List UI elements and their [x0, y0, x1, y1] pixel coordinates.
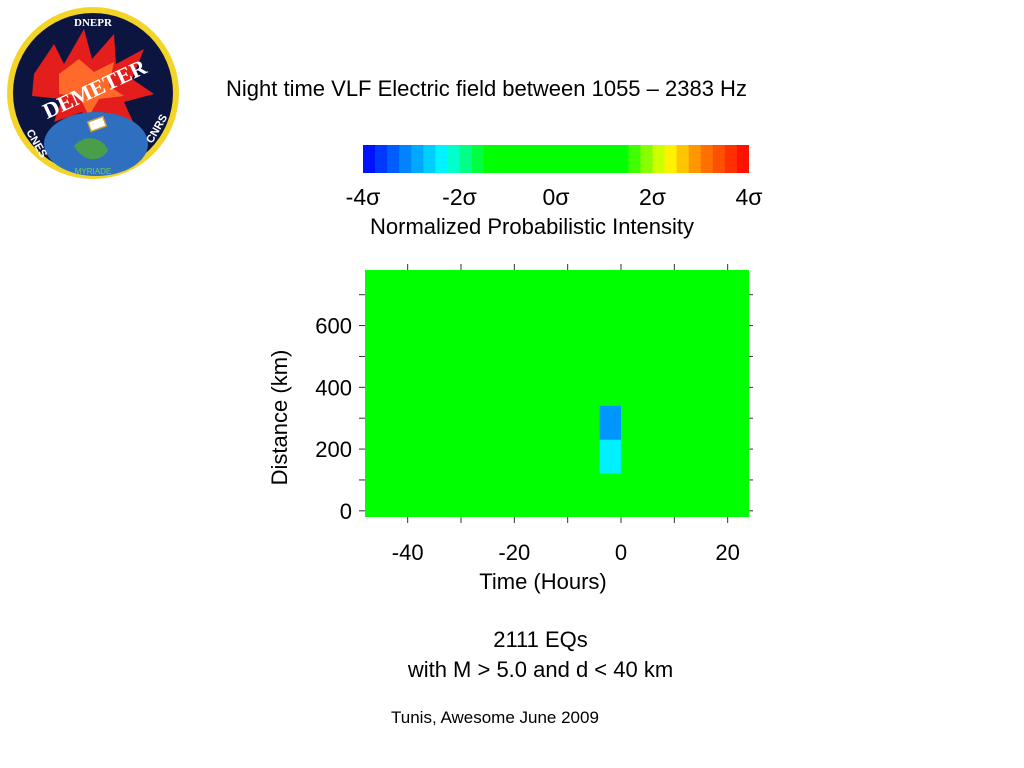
colorbar-segment — [483, 145, 497, 173]
colorbar-segment — [459, 145, 473, 173]
colorbar-segment — [664, 145, 678, 173]
heatmap-cell — [599, 439, 621, 474]
colorbar-segment — [363, 145, 376, 173]
colorbar-segment — [471, 145, 485, 173]
y-axis-label: Distance (km) — [267, 350, 292, 486]
x-axis-label: Time (Hours) — [479, 569, 607, 594]
page-title: Night time VLF Electric field between 10… — [226, 76, 747, 101]
colorbar-segment — [724, 145, 738, 173]
colorbar-segment — [387, 145, 400, 173]
colorbar-segment — [543, 145, 557, 173]
colorbar-tick-label: 0σ — [542, 184, 570, 210]
colorbar-segment — [688, 145, 702, 173]
colorbar-segment — [435, 145, 448, 173]
colorbar-segment — [604, 145, 617, 173]
colorbar — [363, 145, 750, 173]
colorbar-tick-label: -4σ — [345, 184, 381, 210]
y-tick-label: 0 — [340, 499, 352, 524]
heatmap-cell — [471, 303, 493, 338]
colorbar-segment — [507, 145, 521, 173]
colorbar-segment — [640, 145, 653, 173]
colorbar-segment — [628, 145, 641, 173]
colorbar-segment — [411, 145, 424, 173]
colorbar-segment — [556, 145, 569, 173]
colorbar-segment — [399, 145, 412, 173]
logo-top-text: DNEPR — [74, 17, 113, 29]
colorbar-segment — [736, 145, 750, 173]
colorbar-tick-label: 4σ — [735, 184, 763, 210]
colorbar-segment — [712, 145, 726, 173]
colorbar-gradient — [363, 145, 750, 173]
colorbar-segment — [676, 145, 690, 173]
y-tick-label: 400 — [315, 375, 352, 400]
caption-criteria: with M > 5.0 and d < 40 km — [407, 657, 674, 682]
x-tick-label: 20 — [715, 540, 739, 565]
colorbar-segment — [423, 145, 436, 173]
y-tick-label: 600 — [315, 314, 352, 339]
heatmap-cell — [599, 371, 621, 406]
heatmap-background — [365, 270, 749, 517]
colorbar-segment — [519, 145, 533, 173]
y-tick-label: 200 — [315, 437, 352, 462]
x-tick-label: -20 — [498, 540, 530, 565]
colorbar-segment — [616, 145, 629, 173]
demeter-logo: DNEPR DEMETER CNES CNRS MYRIADE — [7, 7, 179, 179]
colorbar-segment — [580, 145, 593, 173]
x-tick-label: -40 — [392, 540, 424, 565]
colorbar-segment — [375, 145, 388, 173]
heatmap-cell — [599, 405, 621, 440]
colorbar-segment — [592, 145, 605, 173]
colorbar-segment — [495, 145, 509, 173]
colorbar-segment — [568, 145, 581, 173]
x-tick-label: 0 — [615, 540, 627, 565]
heatmap-cell — [599, 473, 621, 517]
logo-bottom-text: MYRIADE — [75, 167, 111, 176]
credit-text: Tunis, Awesome June 2009 — [391, 708, 599, 727]
colorbar-segment — [700, 145, 714, 173]
colorbar-tick-label: -2σ — [442, 184, 477, 210]
colorbar-segment — [531, 145, 545, 173]
colorbar-segment — [652, 145, 666, 173]
caption-eq-count: 2111 EQs — [493, 627, 588, 652]
colorbar-segment — [447, 145, 460, 173]
colorbar-tick-label: 2σ — [639, 184, 666, 210]
colorbar-label: Normalized Probabilistic Intensity — [370, 214, 695, 239]
heatmap-cell — [727, 439, 749, 474]
